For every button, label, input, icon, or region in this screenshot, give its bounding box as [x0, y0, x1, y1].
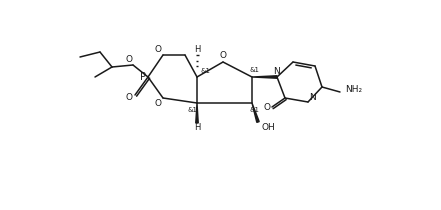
Polygon shape	[252, 103, 259, 122]
Text: H: H	[194, 46, 200, 55]
Text: &1: &1	[249, 67, 259, 73]
Text: N: N	[309, 92, 315, 101]
Text: O: O	[154, 46, 161, 55]
Polygon shape	[196, 103, 198, 123]
Text: H: H	[194, 123, 200, 133]
Text: &1: &1	[187, 107, 197, 113]
Text: O: O	[264, 104, 270, 113]
Text: O: O	[126, 93, 132, 102]
Text: OH: OH	[262, 122, 276, 131]
Text: P: P	[140, 72, 146, 82]
Text: O: O	[126, 55, 132, 64]
Text: &1: &1	[249, 107, 259, 113]
Text: &1: &1	[200, 68, 210, 74]
Text: O: O	[220, 51, 227, 60]
Polygon shape	[252, 76, 277, 78]
Text: O: O	[154, 98, 161, 108]
Text: N: N	[273, 67, 280, 76]
Text: NH₂: NH₂	[345, 85, 362, 94]
